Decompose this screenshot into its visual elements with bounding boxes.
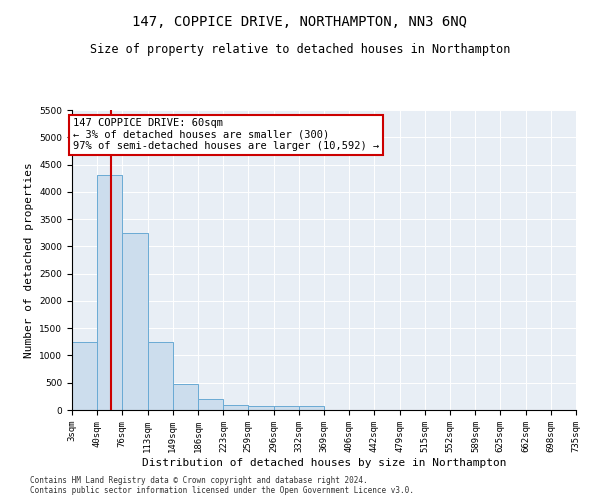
Bar: [148, 342, 173, 410]
Bar: [198, 399, 223, 410]
Bar: [248, 406, 274, 410]
Text: Contains HM Land Registry data © Crown copyright and database right 2024.
Contai: Contains HM Land Registry data © Crown c…: [30, 476, 414, 495]
Bar: [173, 384, 198, 410]
Text: Size of property relative to detached houses in Northampton: Size of property relative to detached ho…: [90, 42, 510, 56]
Bar: [97, 176, 122, 410]
X-axis label: Distribution of detached houses by size in Northampton: Distribution of detached houses by size …: [142, 458, 506, 468]
Bar: [72, 342, 97, 410]
Bar: [274, 406, 299, 410]
Bar: [122, 232, 148, 410]
Text: 147 COPPICE DRIVE: 60sqm
← 3% of detached houses are smaller (300)
97% of semi-d: 147 COPPICE DRIVE: 60sqm ← 3% of detache…: [73, 118, 379, 152]
Bar: [223, 404, 248, 410]
Text: 147, COPPICE DRIVE, NORTHAMPTON, NN3 6NQ: 147, COPPICE DRIVE, NORTHAMPTON, NN3 6NQ: [133, 15, 467, 29]
Bar: [299, 406, 324, 410]
Y-axis label: Number of detached properties: Number of detached properties: [24, 162, 34, 358]
